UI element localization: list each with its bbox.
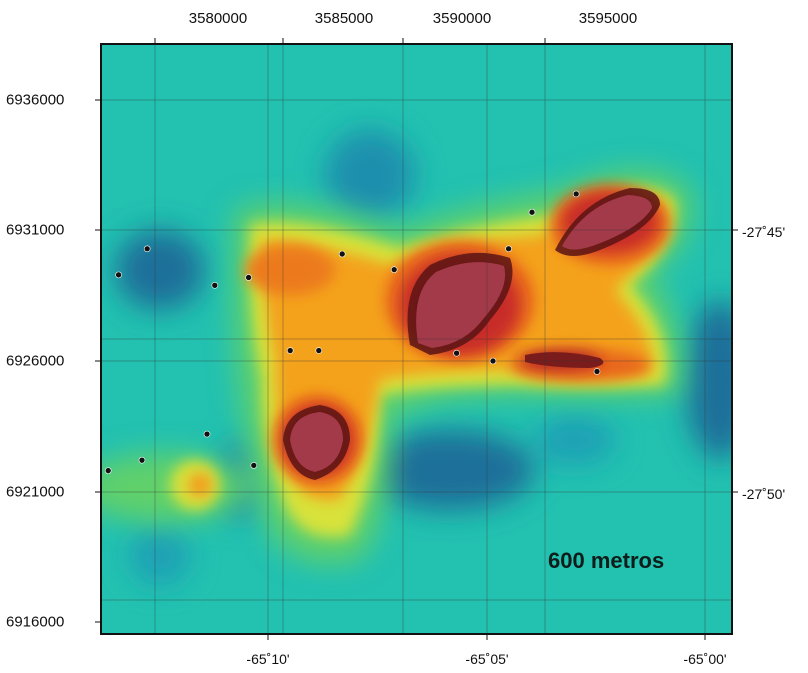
sample-point — [572, 190, 580, 198]
sample-point — [315, 347, 323, 354]
x-tick-label: 3595000 — [578, 10, 638, 27]
y-tick-label: 6921000 — [6, 483, 65, 501]
sample-point — [390, 266, 398, 273]
sample-point — [115, 271, 122, 279]
sample-point — [104, 467, 112, 474]
sample-point — [74, 293, 80, 299]
longitude-label: -65˚10' — [246, 651, 290, 667]
heatmap-field — [74, 44, 732, 634]
sample-point — [143, 245, 151, 253]
sample-points — [74, 190, 601, 474]
y-tick-label: 6926000 — [6, 352, 65, 370]
latitude-label: -27˚45' — [742, 224, 786, 240]
sample-point — [211, 282, 219, 289]
x-tick-label: 3590000 — [432, 10, 492, 27]
sample-point — [250, 462, 258, 469]
y-tick-label: 6936000 — [6, 91, 65, 109]
latitude-label: -27˚50' — [742, 486, 786, 502]
sample-point — [203, 430, 211, 438]
depth-label: 600 metros — [548, 548, 665, 573]
sample-point — [453, 349, 460, 357]
sample-point — [286, 347, 294, 354]
longitude-label: -65˚05' — [465, 651, 509, 667]
x-tick-label: 3580000 — [188, 10, 248, 27]
sample-point — [528, 208, 536, 216]
sample-point — [245, 274, 252, 281]
sample-point — [505, 245, 512, 253]
x-tick-label: 3585000 — [314, 10, 374, 27]
sample-point — [489, 357, 497, 365]
y-tick-label: 6916000 — [6, 613, 65, 631]
longitude-label: -65˚00' — [683, 651, 727, 667]
sample-point — [593, 368, 601, 375]
sample-point — [138, 456, 146, 464]
sample-point — [338, 250, 346, 258]
y-tick-label: 6931000 — [6, 221, 65, 239]
